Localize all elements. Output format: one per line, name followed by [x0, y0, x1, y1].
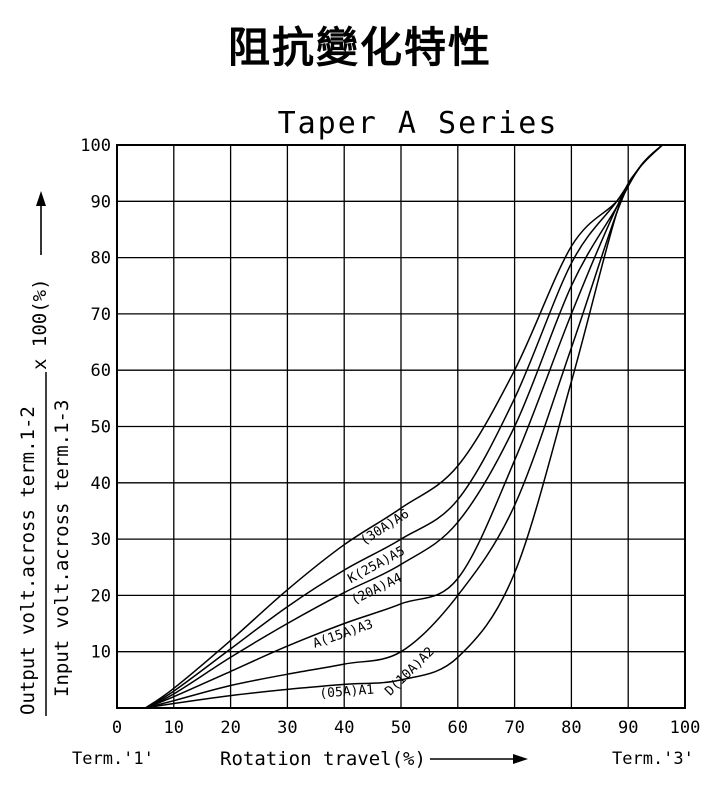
- term-left-label: Term.'1': [72, 749, 154, 769]
- y-axis-denominator-group: Input volt.across term.1-3: [51, 400, 73, 697]
- y-tick-label: 90: [91, 192, 111, 212]
- chart-title: Taper A Series: [278, 106, 559, 141]
- x-tick-label: 10: [164, 718, 184, 738]
- curve-D(10A)A2: [145, 144, 663, 709]
- x-tick-label: 50: [391, 718, 411, 738]
- curve-label: (05A)A1: [319, 682, 375, 701]
- y-tick-label: 100: [80, 136, 111, 156]
- chart-grid: [116, 144, 686, 709]
- x-tick-label: 70: [504, 718, 524, 738]
- y-tick-label: 40: [91, 474, 111, 494]
- x-tick-label: 30: [277, 718, 297, 738]
- curve-(30A)A6: [144, 144, 663, 709]
- y-axis-label-numerator: Output volt.across term.1-2: [17, 406, 39, 715]
- x-axis-arrowhead: [513, 754, 528, 764]
- x-tick-label: 40: [334, 718, 354, 738]
- y-tick-label: 10: [91, 643, 111, 663]
- x-tick-label: 100: [670, 718, 701, 738]
- y-tick-label: 20: [91, 586, 111, 606]
- y-tick-label: 30: [91, 530, 111, 550]
- y-axis-label-group: Output volt.across term.1-2 x 100(%): [17, 191, 51, 715]
- x-tick-label: 20: [220, 718, 240, 738]
- y-tick-label: 80: [91, 249, 111, 269]
- x-tick-label: 90: [618, 718, 638, 738]
- x-tick-label: 80: [561, 718, 581, 738]
- chart-ticks: 0 10 20 30 40 50 60 70 80 90 100 10 20 30 40 50 60 70 80 90…: [80, 136, 700, 738]
- y-tick-label: 50: [91, 418, 111, 438]
- term-right-label: Term.'3': [612, 749, 694, 769]
- plot-frame: [116, 144, 686, 709]
- y-tick-label: 70: [91, 305, 111, 325]
- x-tick-label: 60: [448, 718, 468, 738]
- curve-labels: (05A)A1 D(10A)A2A(15A)A3(20A)A4K(25A)A5(3…: [311, 507, 437, 702]
- curve-label: A(15A)A3: [311, 617, 375, 652]
- x-axis-label: Rotation travel(%): [220, 748, 426, 770]
- y-axis-arrowhead: [36, 191, 46, 206]
- page-heading: 阻抗變化特性: [227, 23, 492, 72]
- curve-(20A)A4: [145, 144, 663, 709]
- chart-curves: [144, 144, 663, 709]
- x-tick-label: 0: [112, 718, 122, 738]
- y-axis-label-multiplier: x 100(%): [29, 278, 51, 370]
- y-axis-label-denominator: Input volt.across term.1-3: [51, 400, 73, 697]
- curve-label: (30A)A6: [358, 507, 412, 549]
- curve-label: D(10A)A2: [382, 644, 437, 699]
- y-tick-label: 60: [91, 361, 111, 381]
